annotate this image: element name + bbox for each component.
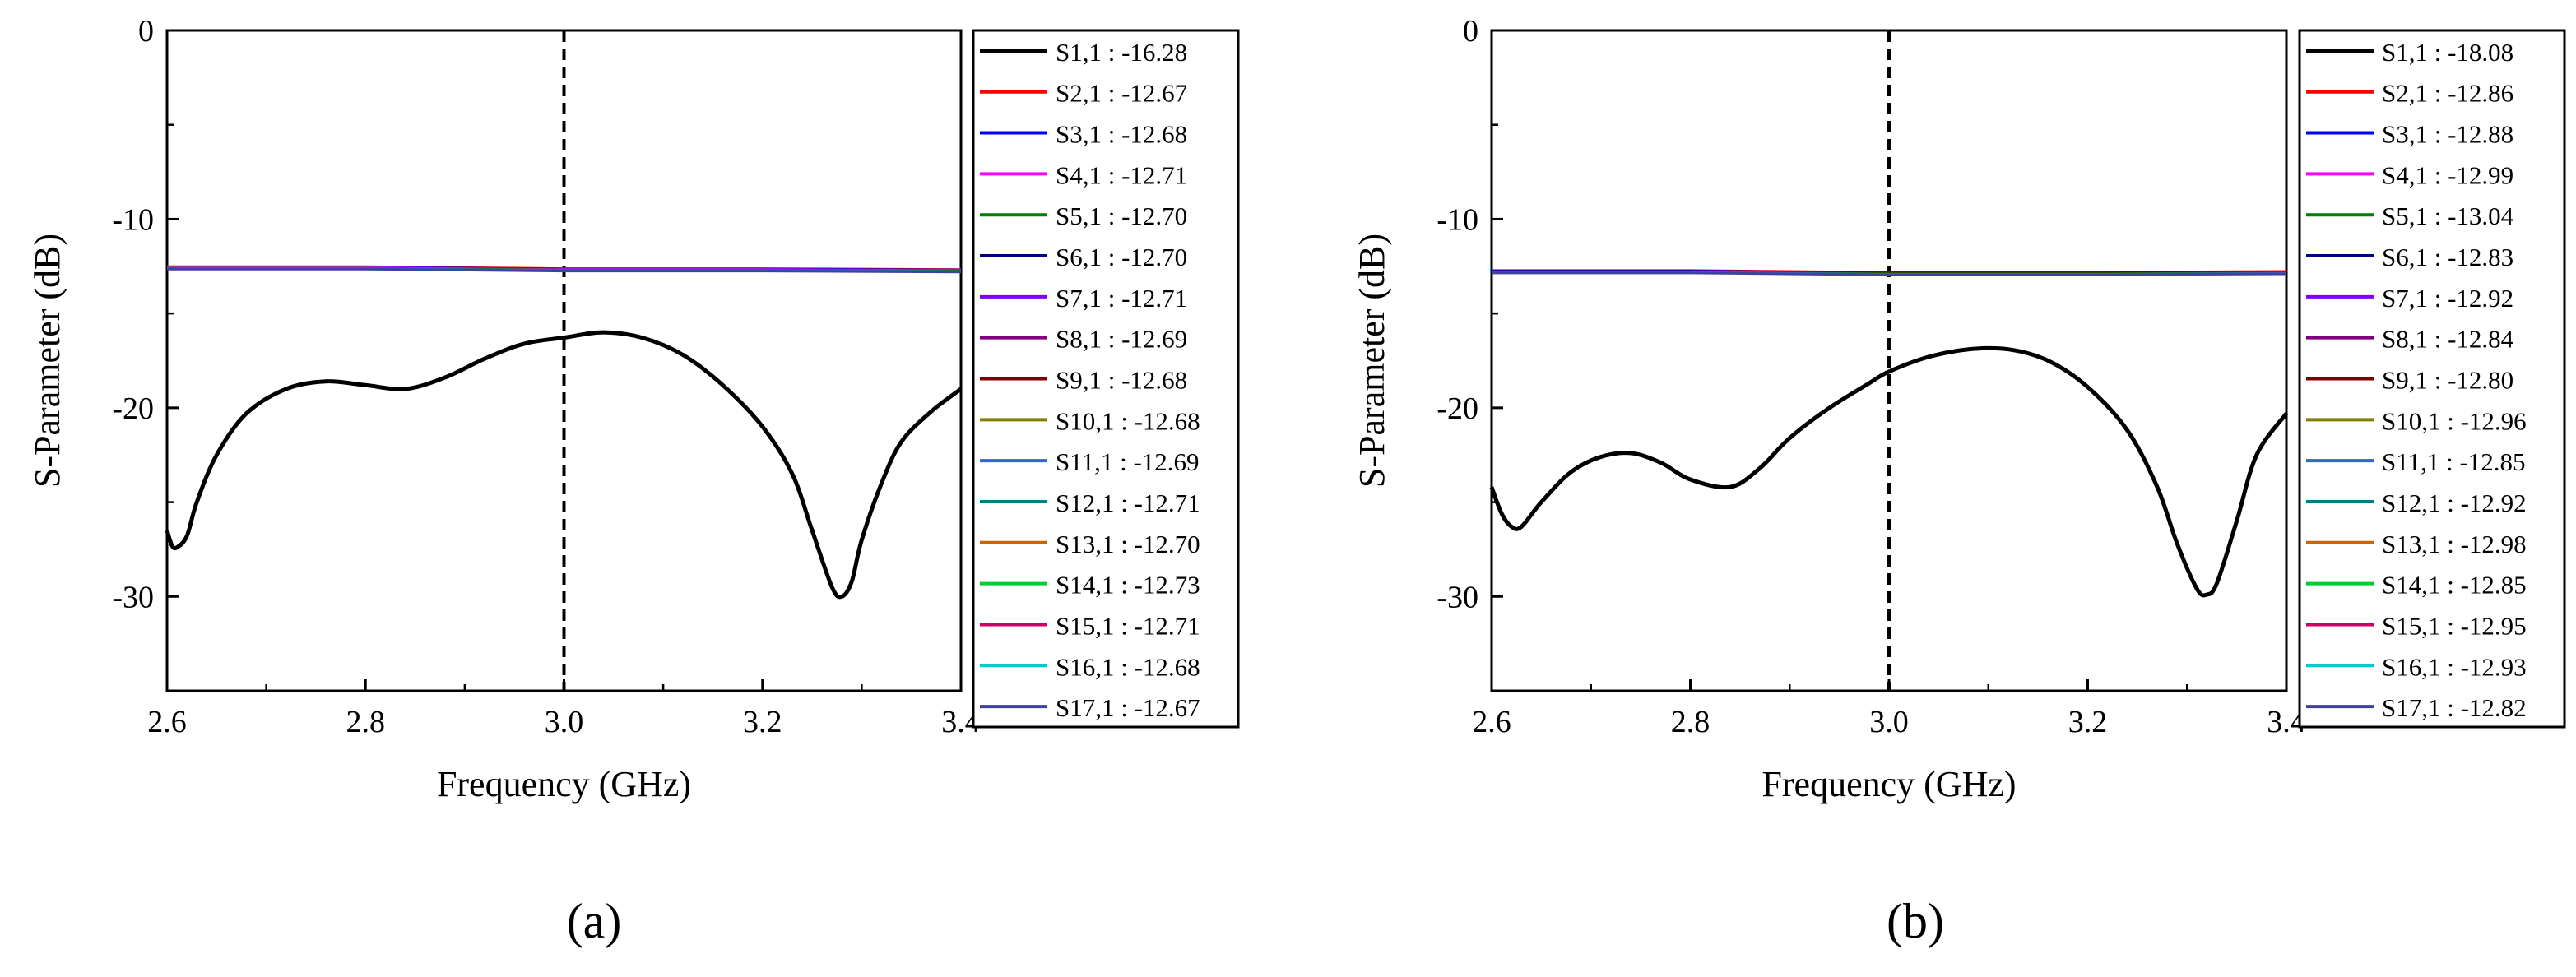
- legend-label: S12,1 : -12.92: [2382, 488, 2527, 517]
- series-line-coupling: [1492, 271, 2287, 276]
- legend-label: S9,1 : -12.68: [1056, 366, 1187, 395]
- legend-label: S1,1 : -16.28: [1056, 38, 1187, 67]
- y-tick-label: -30: [1437, 580, 1478, 614]
- legend-label: S1,1 : -18.08: [2382, 38, 2513, 67]
- legend-label: S17,1 : -12.67: [1056, 693, 1200, 722]
- legend-label: S17,1 : -12.82: [2382, 693, 2527, 722]
- y-tick-label: 0: [1463, 14, 1478, 49]
- y-axis-title: S-Parameter (dB): [27, 234, 67, 488]
- legend-label: S4,1 : -12.99: [2382, 160, 2513, 189]
- y-tick-label: -30: [112, 580, 154, 614]
- legend-label: S16,1 : -12.93: [2382, 652, 2527, 681]
- x-tick-label: 2.8: [346, 705, 386, 739]
- legend-label: S8,1 : -12.69: [1056, 325, 1187, 354]
- legend-label: S13,1 : -12.70: [1056, 530, 1200, 558]
- legend-label: S14,1 : -12.73: [1056, 571, 1200, 600]
- legend-label: S6,1 : -12.83: [2382, 243, 2513, 271]
- legend-label: S10,1 : -12.96: [2382, 406, 2527, 435]
- legend-label: S11,1 : -12.69: [1056, 447, 1200, 476]
- legend-label: S9,1 : -12.80: [2382, 366, 2513, 395]
- legend-label: S4,1 : -12.71: [1056, 160, 1187, 189]
- y-axis-title: S-Parameter (dB): [1352, 234, 1392, 488]
- y-tick-label: -10: [112, 202, 154, 237]
- legend-label: S2,1 : -12.86: [2382, 79, 2513, 108]
- legend-label: S3,1 : -12.68: [1056, 120, 1187, 149]
- legend-label: S7,1 : -12.92: [2382, 284, 2513, 313]
- legend-label: S10,1 : -12.68: [1056, 406, 1200, 435]
- legend-label: S15,1 : -12.95: [2382, 611, 2527, 640]
- x-tick-label: 2.6: [147, 705, 187, 739]
- legend-label: S12,1 : -12.71: [1056, 488, 1200, 517]
- series-line-s11: [165, 330, 963, 600]
- y-tick-label: -10: [1437, 202, 1478, 237]
- legend-label: S2,1 : -12.67: [1056, 79, 1187, 108]
- legend-label: S15,1 : -12.71: [1056, 611, 1200, 640]
- legend-label: S6,1 : -12.70: [1056, 243, 1187, 271]
- legend-label: S5,1 : -12.70: [1056, 201, 1187, 230]
- x-axis-title: Frequency (GHz): [1761, 764, 2016, 804]
- legend-label: S14,1 : -12.85: [2382, 571, 2527, 600]
- x-axis-title: Frequency (GHz): [437, 764, 691, 804]
- legend-label: S5,1 : -13.04: [2382, 201, 2514, 230]
- legend-label: S13,1 : -12.98: [2382, 530, 2527, 558]
- panel-label: (b): [1887, 894, 1944, 948]
- legend-label: S11,1 : -12.85: [2382, 447, 2526, 476]
- x-tick-label: 2.6: [1472, 705, 1511, 739]
- x-tick-label: 2.8: [1671, 705, 1710, 739]
- x-tick-label: 3.2: [2068, 705, 2108, 739]
- legend-label: S16,1 : -12.68: [1056, 652, 1200, 681]
- legend-label: S8,1 : -12.84: [2382, 325, 2514, 354]
- y-tick-label: 0: [138, 14, 154, 49]
- x-tick-label: 3.2: [743, 705, 782, 739]
- y-tick-label: -20: [112, 391, 154, 426]
- legend-label: S3,1 : -12.88: [2382, 120, 2513, 149]
- series-line-coupling: [167, 267, 962, 274]
- x-tick-label: 3.0: [1869, 705, 1909, 739]
- series-line-s11: [1489, 345, 2289, 598]
- x-tick-label: 3.0: [545, 705, 584, 739]
- legend-label: S7,1 : -12.71: [1056, 284, 1187, 313]
- y-tick-label: -20: [1437, 391, 1478, 426]
- panel-label: (a): [567, 894, 622, 948]
